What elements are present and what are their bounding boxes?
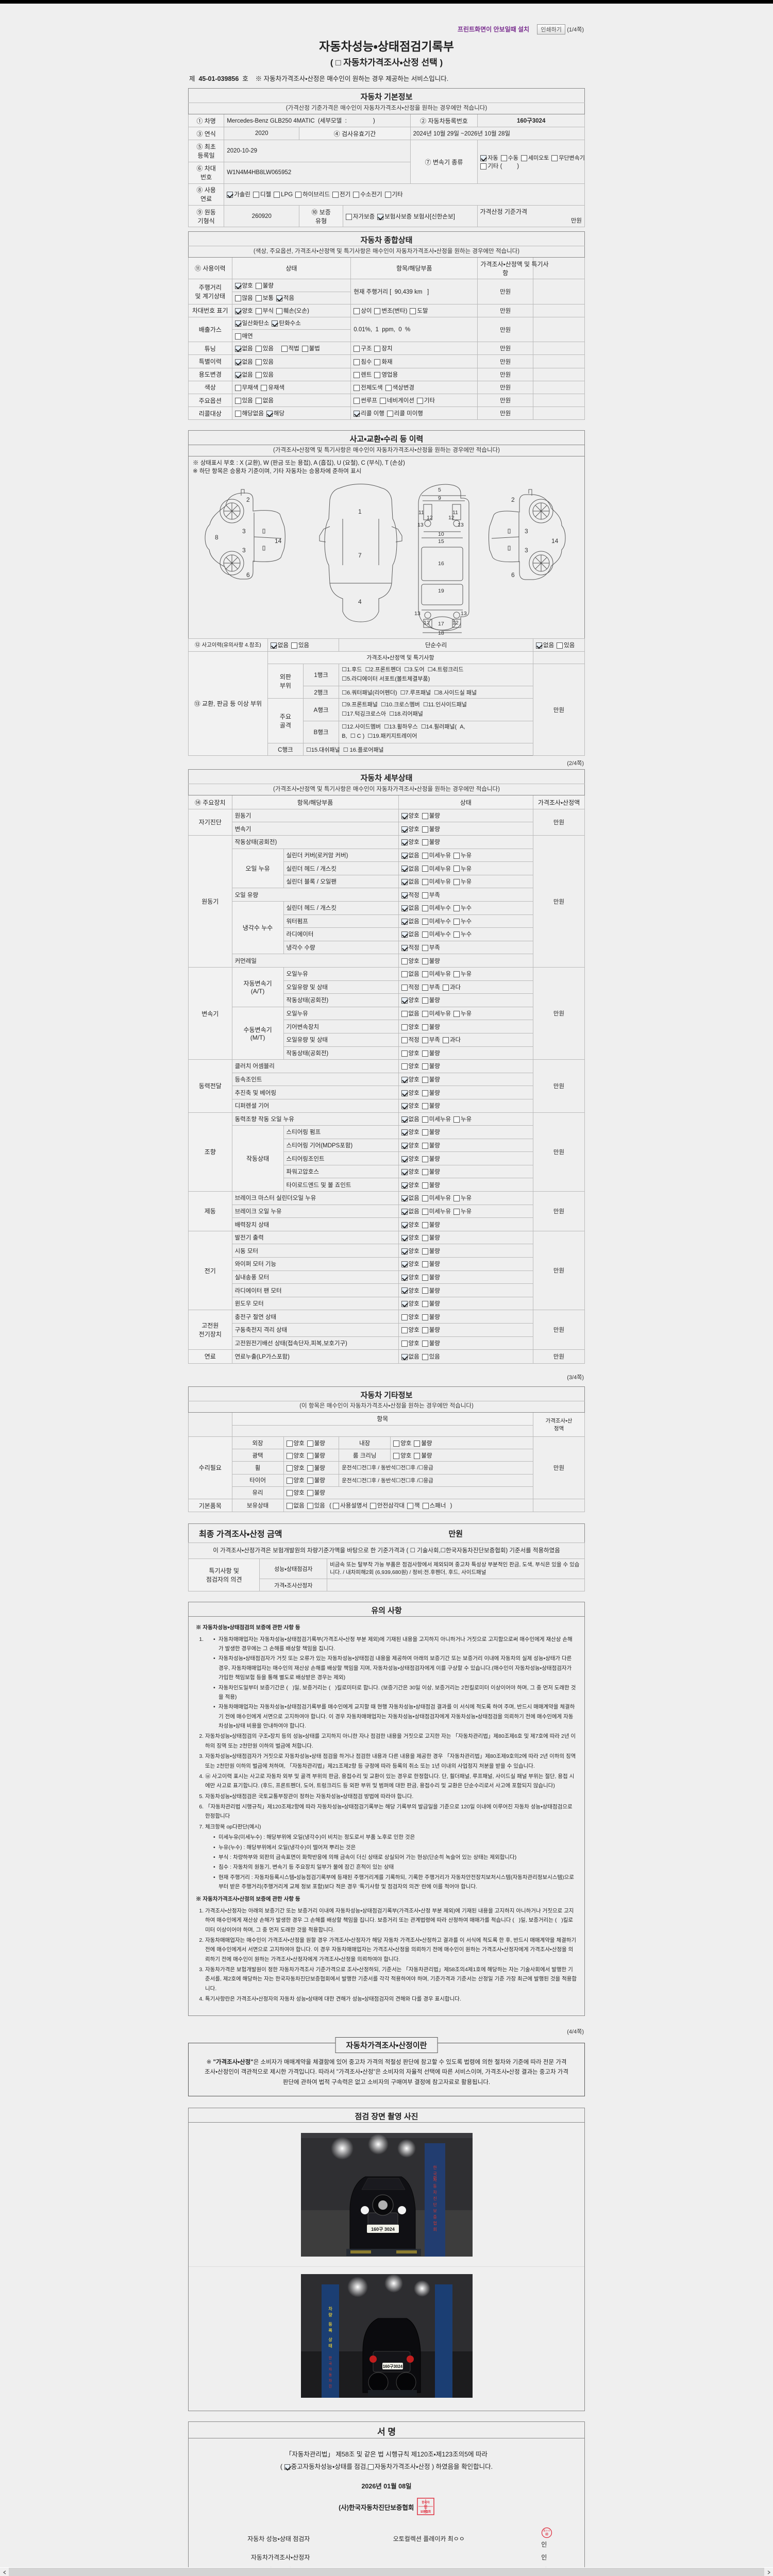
svg-text:12: 12 xyxy=(448,515,455,521)
svg-text:3: 3 xyxy=(242,547,246,554)
svg-text:15: 15 xyxy=(438,538,444,545)
svg-text:1: 1 xyxy=(358,508,362,515)
svg-text:16: 16 xyxy=(438,561,444,567)
svg-text:록: 록 xyxy=(328,2328,332,2333)
svg-text:상: 상 xyxy=(328,2337,332,2342)
svg-text:13: 13 xyxy=(461,611,467,617)
svg-text:9: 9 xyxy=(438,495,441,501)
svg-text:14: 14 xyxy=(551,537,559,545)
svg-text:국: 국 xyxy=(328,2362,332,2366)
svg-text:12: 12 xyxy=(424,620,430,626)
svg-text:12: 12 xyxy=(452,620,459,626)
svg-text:13: 13 xyxy=(417,522,424,528)
svg-text:7: 7 xyxy=(358,552,362,559)
svg-text:최ㅇㅇ: 최ㅇㅇ xyxy=(543,2529,550,2533)
svg-text:4: 4 xyxy=(358,598,362,605)
svg-text:차: 차 xyxy=(328,2378,332,2383)
svg-text:13: 13 xyxy=(458,522,464,528)
svg-text:19: 19 xyxy=(438,588,444,594)
svg-text:10: 10 xyxy=(438,531,444,537)
svg-text:3: 3 xyxy=(525,547,528,554)
svg-text:印: 印 xyxy=(545,2532,548,2536)
svg-text:량: 량 xyxy=(328,2312,332,2317)
svg-text:2: 2 xyxy=(246,496,250,503)
svg-text:6: 6 xyxy=(511,571,515,579)
svg-text:3: 3 xyxy=(525,528,528,535)
svg-text:8: 8 xyxy=(215,534,219,541)
svg-text:13: 13 xyxy=(414,611,421,617)
svg-text:등: 등 xyxy=(328,2322,332,2327)
svg-text:2: 2 xyxy=(511,496,515,503)
svg-text:자: 자 xyxy=(328,2367,332,2371)
svg-text:18: 18 xyxy=(438,630,444,635)
svg-text:한국자: 한국자 xyxy=(422,2500,430,2504)
svg-text:17: 17 xyxy=(438,621,444,627)
svg-text:진: 진 xyxy=(328,2384,331,2388)
svg-text:6: 6 xyxy=(246,571,250,579)
svg-text:11: 11 xyxy=(418,510,424,516)
svg-text:5: 5 xyxy=(438,487,441,493)
svg-text:160구3024: 160구3024 xyxy=(382,2364,402,2369)
svg-text:동: 동 xyxy=(328,2373,332,2377)
svg-text:한: 한 xyxy=(328,2356,332,2360)
svg-text:태: 태 xyxy=(328,2343,332,2348)
svg-text:14: 14 xyxy=(275,537,282,545)
svg-text:차: 차 xyxy=(328,2306,332,2311)
svg-text:12: 12 xyxy=(427,515,433,521)
svg-text:3: 3 xyxy=(242,528,246,535)
